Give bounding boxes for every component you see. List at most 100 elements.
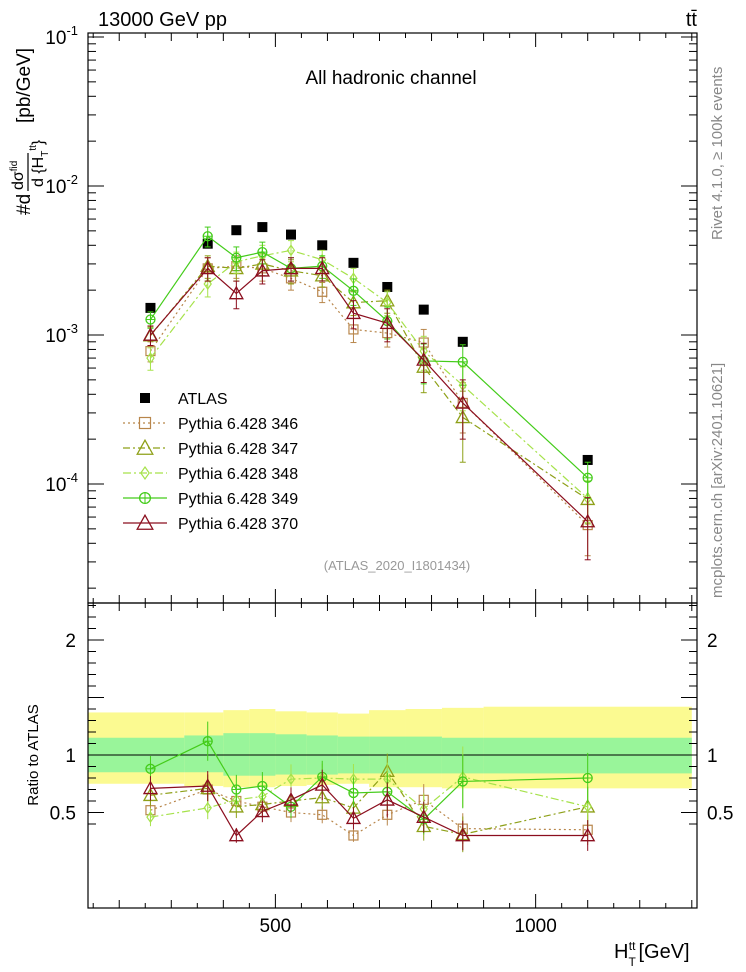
legend-label: Pythia 6.428 348 xyxy=(178,466,298,483)
point xyxy=(455,395,471,409)
ratio-y-tick-label: 0.5 xyxy=(50,804,76,825)
ratio-point-shape xyxy=(228,798,244,813)
ratio-point xyxy=(314,789,330,804)
ratio-point-shape xyxy=(455,827,471,842)
ratio-point xyxy=(228,798,244,813)
legend-entry-2: Pythia 6.428 347 xyxy=(123,438,298,458)
legend-entry-4: Pythia 6.428 349 xyxy=(123,491,298,508)
point-shape xyxy=(228,285,244,300)
ratio-series-5 xyxy=(142,769,596,851)
point xyxy=(286,229,296,240)
ratio-point xyxy=(228,827,244,842)
point xyxy=(582,472,593,483)
point-shape xyxy=(379,315,395,330)
legend-entry-0: ATLAS xyxy=(140,391,228,408)
ratio-point xyxy=(145,763,156,774)
legend-marker xyxy=(138,491,152,505)
ratio-point xyxy=(583,800,592,813)
point-shape xyxy=(317,240,328,251)
legend-marker-shape xyxy=(138,416,152,430)
ratio-point-shape xyxy=(314,789,330,804)
ratio-point xyxy=(257,780,268,792)
legend-marker xyxy=(138,416,152,430)
point xyxy=(203,277,212,291)
point xyxy=(145,314,156,325)
point-shape xyxy=(457,336,468,347)
ratio-point xyxy=(345,810,362,825)
legend-label: Pythia 6.428 347 xyxy=(178,441,298,458)
point-shape xyxy=(231,225,242,236)
ratio-point xyxy=(317,809,328,820)
legend-label: Pythia 6.428 349 xyxy=(178,491,298,508)
point xyxy=(202,231,213,242)
point xyxy=(286,244,296,257)
ratio-point xyxy=(283,792,299,806)
mcplots-label: mcplots.cern.ch [arXiv:2401.10621] xyxy=(709,363,726,598)
ratio-point xyxy=(416,809,432,823)
legend-marker xyxy=(140,393,150,403)
legend-marker-shape xyxy=(140,393,150,403)
ratio-line xyxy=(150,788,588,837)
ratio-point xyxy=(582,772,593,784)
series-layer xyxy=(142,222,596,561)
ratio-point-shape xyxy=(200,778,216,792)
ratio-point-shape xyxy=(286,773,296,786)
ratio-point-shape xyxy=(232,793,241,806)
ratio-y-axis-label: Ratio to ATLAS xyxy=(25,704,42,805)
svg-text:dσfid: dσfid xyxy=(9,161,27,190)
legend-marker xyxy=(136,513,154,530)
y-tick-label: 10-2 xyxy=(45,172,78,198)
point-shape xyxy=(145,302,156,313)
point xyxy=(457,336,468,347)
point-shape xyxy=(286,229,296,240)
chart-title: All hadronic channel xyxy=(305,68,476,89)
header-energy-label: 13000 GeV pp xyxy=(98,9,227,31)
ratio-point-shape xyxy=(314,777,330,791)
svg-text:#d: #d xyxy=(14,194,35,215)
point xyxy=(418,304,429,315)
point xyxy=(228,285,244,300)
series-5 xyxy=(142,257,596,561)
ratio-point-shape xyxy=(379,792,395,806)
ratio-point xyxy=(142,780,159,795)
series-2 xyxy=(142,253,596,525)
point-shape xyxy=(254,262,270,277)
point-shape xyxy=(582,454,593,465)
ratio-point xyxy=(314,777,330,791)
ratio-point xyxy=(580,827,596,842)
ratio-band-inner xyxy=(249,733,276,776)
y-tick-label: 10-4 xyxy=(45,470,78,496)
ratio-point-shape xyxy=(142,780,159,795)
point xyxy=(379,315,395,330)
point xyxy=(348,257,359,268)
legend-label: Pythia 6.428 346 xyxy=(178,416,298,433)
point xyxy=(317,240,328,251)
legend-marker-shape xyxy=(136,513,154,530)
ratio-band-inner xyxy=(223,733,250,776)
point-shape xyxy=(257,222,268,233)
rivet-version-label: Rivet 4.1.0, ≥ 100k events xyxy=(709,67,726,240)
legend-marker xyxy=(136,438,154,455)
point-shape xyxy=(283,260,299,275)
legend-label: Pythia 6.428 370 xyxy=(178,516,298,533)
y-tick-label: 10-3 xyxy=(45,321,78,347)
legend-marker-shape xyxy=(140,465,150,481)
legend-label: ATLAS xyxy=(178,391,228,408)
series-line xyxy=(149,249,589,499)
point xyxy=(283,260,299,275)
legend-marker-shape xyxy=(136,438,154,455)
point-shape xyxy=(418,304,429,315)
ratio-y-tick-label: 1 xyxy=(65,746,76,767)
x-tick-label: 500 xyxy=(260,916,292,937)
ratio-point xyxy=(348,787,359,799)
point xyxy=(200,260,216,275)
ratio-point xyxy=(348,830,359,841)
legend: ATLAS Pythia 6.428 346 Pythia 6.428 347 Pyt… xyxy=(123,391,298,533)
ratio-plot-frame: 500 1000 0.5 0.5 1 1 2 2 xyxy=(50,602,733,937)
point xyxy=(582,454,593,465)
ratio-point xyxy=(232,793,241,806)
ratio-point xyxy=(231,784,242,795)
point xyxy=(348,285,359,296)
point xyxy=(254,262,270,277)
